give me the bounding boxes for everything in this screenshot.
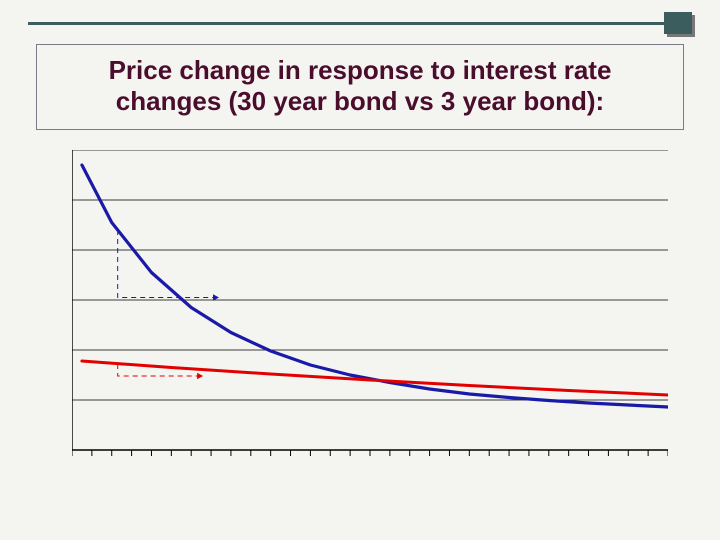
series-30-year-bond [82, 165, 668, 407]
title-box: Price change in response to interest rat… [36, 44, 684, 130]
arrow-3yr-arrowhead-icon [197, 373, 203, 380]
series-3-year-bond [82, 361, 668, 395]
top-rule [28, 22, 692, 25]
title-line-2: changes (30 year bond vs 3 year bond): [116, 86, 604, 116]
top-accent-square [664, 12, 692, 34]
chart-svg [72, 150, 668, 470]
slide: Price change in response to interest rat… [0, 0, 720, 540]
title-line-1: Price change in response to interest rat… [109, 55, 612, 85]
chart [72, 150, 668, 470]
